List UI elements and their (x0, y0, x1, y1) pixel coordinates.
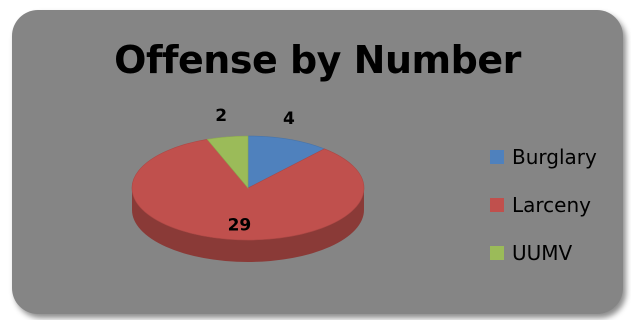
legend-label-uumv: UUMV (512, 241, 573, 265)
pie-side-larceny (132, 188, 364, 262)
legend-item-uumv: UUMV (490, 241, 597, 265)
pie-slice-larceny (131, 138, 365, 241)
data-label-uumv: 2 (215, 106, 227, 126)
legend-swatch-larceny (490, 198, 504, 212)
pie-chart: 4 29 2 (131, 106, 365, 262)
pie-side-walls (132, 188, 364, 262)
legend-swatch-uumv (490, 246, 504, 260)
legend-label-burglary: Burglary (512, 145, 597, 169)
chart-area: Offense by Number 4 29 2 Burglary Larceny … (12, 10, 623, 314)
pie-slice-burglary (247, 135, 326, 189)
chart-title: Offense by Number (114, 38, 521, 82)
pie-slice-uumv (206, 135, 249, 189)
legend-label-larceny: Larceny (512, 193, 591, 217)
data-label-burglary: 4 (283, 109, 295, 129)
legend-item-larceny: Larceny (490, 193, 597, 217)
legend-item-burglary: Burglary (490, 145, 597, 169)
legend: Burglary Larceny UUMV (490, 145, 597, 289)
legend-swatch-burglary (490, 150, 504, 164)
data-label-larceny: 29 (228, 215, 252, 235)
